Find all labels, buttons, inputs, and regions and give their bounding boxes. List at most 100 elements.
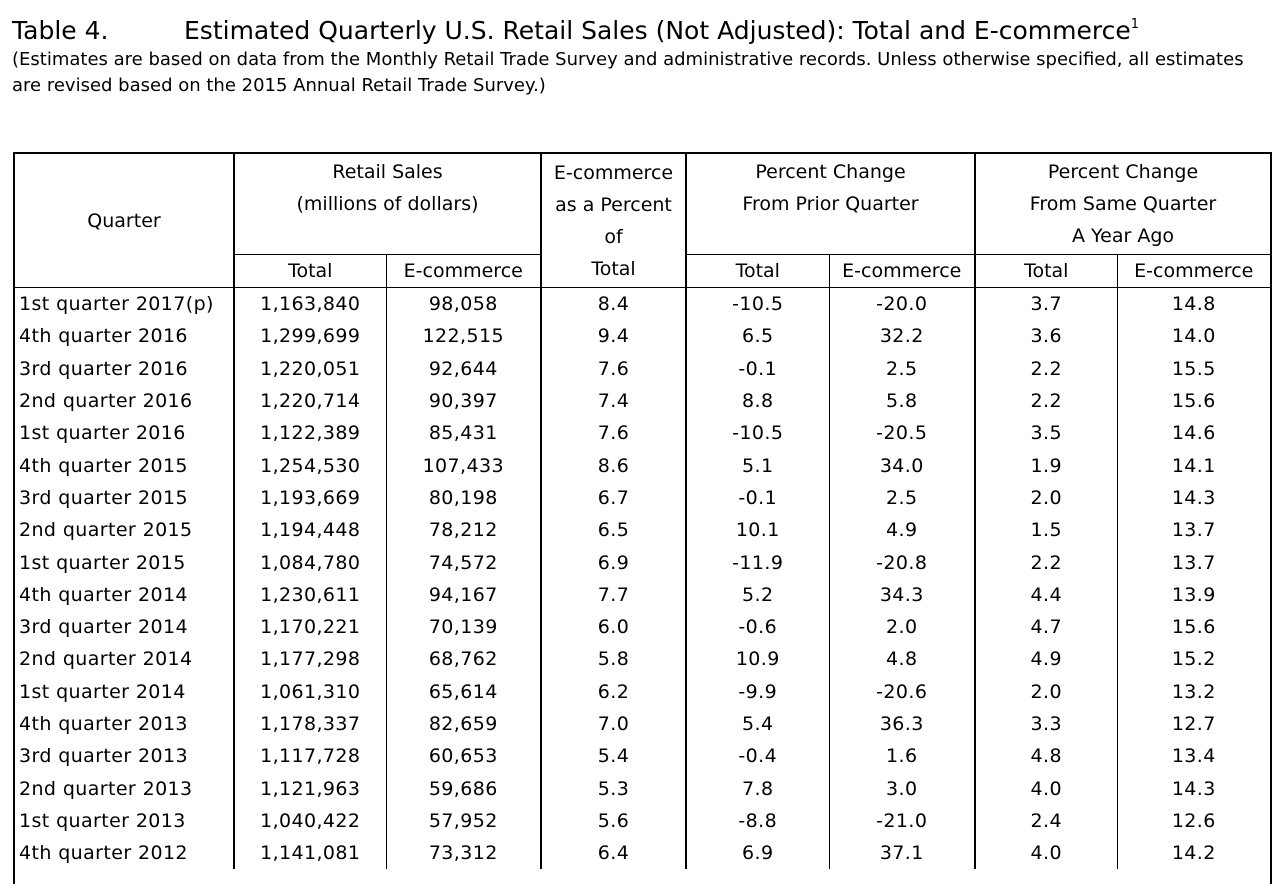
year-ecommerce-cell: 14.3	[1171, 486, 1216, 509]
quarter-cell: 3rd quarter 2015	[15, 481, 235, 515]
prior-ecommerce-cell: 2.5	[829, 481, 977, 515]
table-title: Estimated Quarterly U.S. Retail Sales (N…	[184, 16, 1139, 46]
prior-total-cell: -10.5	[686, 417, 830, 450]
year-total-cell: 3.3	[975, 707, 1118, 741]
table-row: 3rd quarter 2014 1,170,221 70,139 6.0 -0.6 2.…	[15, 610, 1270, 644]
ecom-percent-cell: 5.3	[541, 772, 688, 805]
subheader-year-ecommerce: E-commerce	[1117, 254, 1270, 288]
table-title-text: Estimated Quarterly U.S. Retail Sales (N…	[184, 16, 1131, 45]
data-table-container: Quarter Retail Sales (millions of dollar…	[13, 152, 1272, 884]
retail-total-cell: 1,230,611	[234, 578, 387, 611]
retail-ecommerce-cell: 74,572	[386, 546, 543, 579]
footnote-mark: 1	[1130, 17, 1140, 32]
year-ecommerce-cell: 15.6	[1171, 390, 1216, 413]
table-body: 1st quarter 2017(p) 1,163,840 98,058 8.4 -10…	[15, 287, 1270, 870]
prior-total-cell: 5.4	[686, 707, 830, 741]
prior-ecommerce-cell: 34.3	[829, 578, 977, 611]
ecom-percent-cell: 5.6	[541, 804, 688, 838]
year-ecommerce-cell: 12.7	[1171, 713, 1216, 735]
year-ecommerce-cell: 13.9	[1171, 583, 1216, 606]
ecom-percent-cell: 9.4	[541, 320, 688, 353]
prior-total-cell: -8.8	[686, 804, 830, 838]
year-ecommerce-cell: 12.6	[1171, 809, 1216, 832]
year-ecommerce-cell: 14.8	[1171, 293, 1216, 316]
retail-total-cell: 1,117,728	[234, 740, 387, 773]
quarter-cell: 1st quarter 2014	[15, 675, 235, 708]
title-row: Table 4. Estimated Quarterly U.S. Retail…	[12, 10, 1267, 46]
retail-total-cell: 1,040,422	[234, 804, 387, 838]
col-header-pct-prior-quarter: Percent Change From Prior Quarter	[686, 154, 977, 255]
prior-ecommerce-cell: 4.8	[829, 643, 977, 676]
prior-total-cell: 10.9	[686, 643, 830, 676]
ecom-percent-cell: 6.7	[541, 481, 688, 515]
year-total-cell: 4.7	[975, 610, 1118, 644]
table-row: 1st quarter 2017(p) 1,163,840 98,058 8.4 -10…	[15, 287, 1270, 321]
subheader-retail-total: Total	[234, 254, 387, 288]
retail-ecommerce-cell: 78,212	[386, 514, 543, 547]
year-total-cell: 2.0	[975, 481, 1118, 515]
quarter-cell: 1st quarter 2013	[15, 804, 235, 838]
prior-ecommerce-cell: -20.0	[829, 287, 977, 321]
retail-ecommerce-cell: 94,167	[386, 578, 543, 611]
retail-ecommerce-cell: 60,653	[386, 740, 543, 773]
ecom-percent-cell: 6.5	[541, 514, 688, 547]
retail-total-cell: 1,254,530	[234, 449, 387, 482]
prior-ecommerce-cell: -20.5	[829, 417, 977, 450]
table-row: 2nd quarter 2015 1,194,448 78,212 6.5 10.1 4.…	[15, 514, 1270, 547]
prior-ecommerce-cell: 2.0	[829, 610, 977, 644]
prior-ecommerce-cell: 5.8	[829, 384, 977, 418]
prior-ecommerce-cell: 3.0	[829, 772, 977, 805]
year-total-cell: 4.0	[975, 837, 1118, 870]
table-header: Table 4. Estimated Quarterly U.S. Retail…	[12, 10, 1267, 99]
table-row: 3rd quarter 2013 1,117,728 60,653 5.4 -0.4 1.…	[15, 740, 1270, 773]
pct-year-line2: From Same Quarter	[1029, 193, 1217, 215]
year-ecommerce-cell: 14.1	[1171, 454, 1216, 477]
quarter-cell: 4th quarter 2016	[15, 320, 235, 353]
table-row: 4th quarter 2015 1,254,530 107,433 8.6 5.1 34…	[15, 449, 1270, 482]
subheader-year-total: Total	[975, 254, 1118, 288]
retail-ecommerce-cell: 68,762	[386, 643, 543, 676]
quarter-cell: 4th quarter 2015	[15, 449, 235, 482]
retail-ecommerce-cell: 98,058	[386, 287, 543, 321]
retail-ecommerce-cell: 65,614	[386, 675, 543, 708]
prior-total-cell: -10.5	[686, 287, 830, 321]
quarter-cell: 2nd quarter 2016	[15, 384, 235, 418]
prior-total-cell: -0.1	[686, 481, 830, 515]
quarter-cell: 1st quarter 2016	[15, 417, 235, 450]
quarter-cell: 2nd quarter 2013	[15, 772, 235, 805]
prior-total-cell: -11.9	[686, 546, 830, 579]
ecom-percent-cell: 6.0	[541, 610, 688, 644]
quarter-cell: 1st quarter 2017(p)	[15, 287, 235, 321]
quarter-cell: 2nd quarter 2014	[15, 643, 235, 676]
retail-ecommerce-cell: 92,644	[386, 352, 543, 385]
col-header-retail-sales: Retail Sales (millions of dollars)	[234, 154, 543, 255]
retail-total-cell: 1,177,298	[234, 643, 387, 676]
subheader-prior-ecommerce: E-commerce	[829, 254, 977, 288]
retail-ecommerce-cell: 73,312	[386, 837, 543, 870]
subheader-prior-total: Total	[686, 254, 830, 288]
prior-ecommerce-cell: -20.8	[829, 546, 977, 579]
col-header-ecom-percent: E-commerce as a Percent of Total	[541, 154, 688, 288]
year-total-cell: 4.4	[975, 578, 1118, 611]
quarter-cell: 4th quarter 2013	[15, 707, 235, 741]
prior-total-cell: 8.8	[686, 384, 830, 418]
retail-ecommerce-cell: 70,139	[386, 610, 543, 644]
pct-year-line3: A Year Ago	[1072, 225, 1175, 247]
quarter-cell: 3rd quarter 2013	[15, 740, 235, 773]
ecom-percent-cell: 7.7	[541, 578, 688, 611]
retail-total-cell: 1,178,337	[234, 707, 387, 741]
year-ecommerce-cell: 13.7	[1171, 551, 1216, 574]
year-total-cell: 1.5	[975, 514, 1118, 547]
retail-total-cell: 1,122,389	[234, 417, 387, 450]
year-total-cell: 1.9	[975, 449, 1118, 482]
retail-total-cell: 1,084,780	[234, 546, 387, 579]
year-total-cell: 2.2	[975, 384, 1118, 418]
year-total-cell: 2.4	[975, 804, 1118, 838]
retail-total-cell: 1,220,051	[234, 352, 387, 385]
year-total-cell: 2.2	[975, 352, 1118, 385]
prior-ecommerce-cell: 4.9	[829, 514, 977, 547]
retail-ecommerce-cell: 122,515	[386, 320, 543, 353]
quarter-cell: 4th quarter 2014	[15, 578, 235, 611]
year-total-cell: 2.0	[975, 675, 1118, 708]
prior-total-cell: -0.6	[686, 610, 830, 644]
